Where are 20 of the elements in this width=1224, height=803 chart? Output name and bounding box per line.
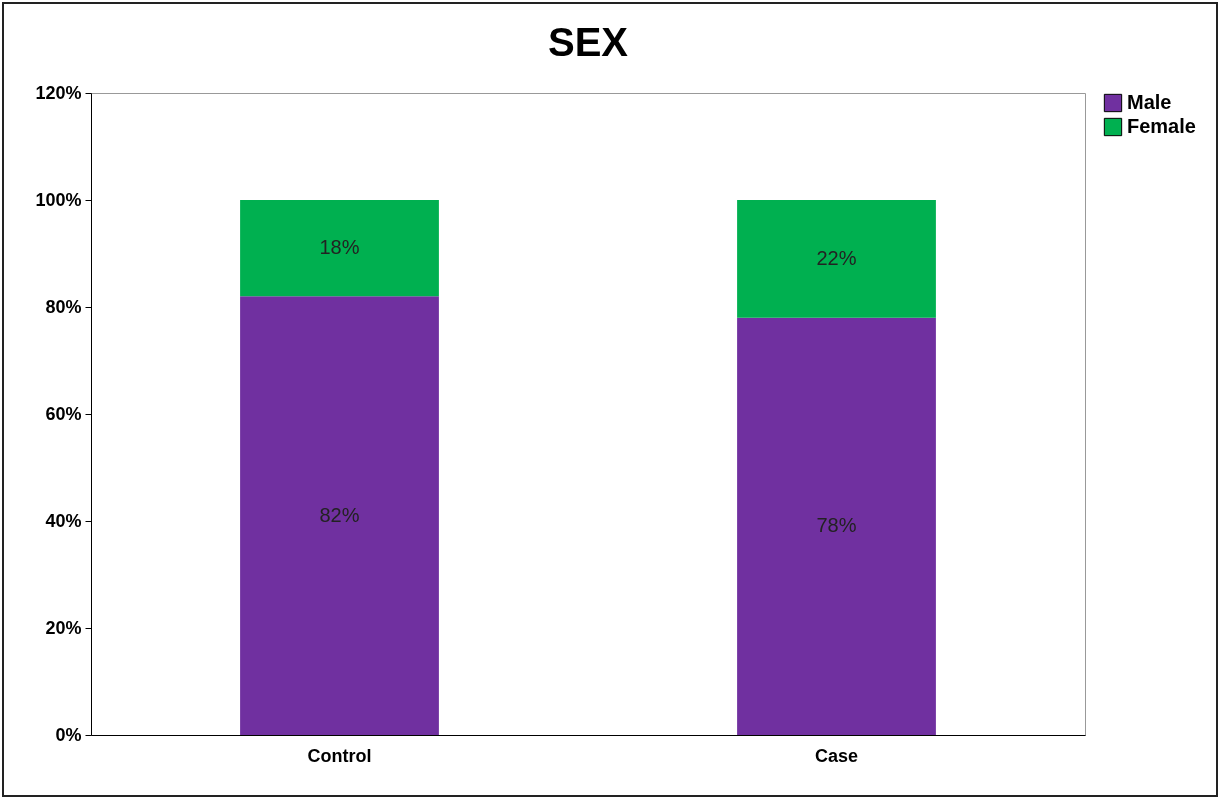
y-tick-label: 20% [45, 617, 82, 638]
chart-title: SEX [547, 20, 629, 64]
y-tick-label: 100% [35, 189, 82, 210]
y-tick-label: 0% [55, 724, 82, 745]
data-label: 18% [319, 236, 360, 259]
y-tick-label: 40% [45, 510, 82, 531]
y-tick-label: 80% [45, 296, 82, 317]
legend-label: Female [1127, 115, 1196, 137]
data-label: 82% [319, 503, 360, 526]
bar [737, 200, 936, 318]
legend-label: Male [1127, 91, 1172, 113]
bar [240, 296, 439, 735]
x-tick-label: Case [814, 745, 859, 766]
y-tick-label: 120% [35, 82, 82, 103]
x-tick-label: Control [307, 745, 372, 766]
bar [240, 200, 439, 297]
data-label: 22% [816, 246, 857, 269]
y-tick-label: 60% [45, 403, 82, 424]
data-label: 78% [816, 514, 857, 537]
bar [737, 317, 936, 735]
